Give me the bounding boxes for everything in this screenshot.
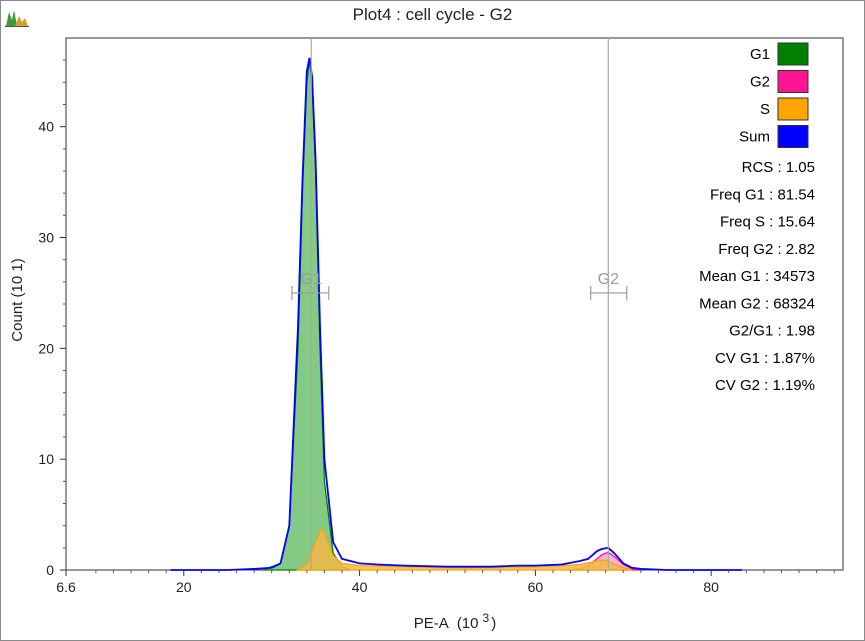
y-tick-label: 0 [46,562,54,578]
series-sum-line [170,57,742,571]
legend-swatch-g1 [777,42,809,66]
stat-line: CV G1 : 1.87% [715,350,815,367]
stats-panel: RCS : 1.05 Freq G1 : 81.54 Freq S : 15.64 F… [699,159,815,394]
chart-title: Plot4 : cell cycle - G2 [352,5,513,24]
legend-swatch-sum [777,125,809,148]
gate-g1-label: G1 [301,271,322,288]
stat-line: Mean G1 : 34573 [699,268,815,285]
series-s-area [295,527,633,571]
gate-g2-label: G2 [598,271,619,288]
axes-group: 6.6 20 40 60 80 0 10 20 30 40 [38,59,835,595]
y-tick-label: 40 [38,119,54,135]
x-tick-label: 80 [703,579,719,595]
x-tick-label: 20 [176,579,192,595]
y-tick-label: 10 [38,451,54,467]
gate-group: G1 G2 [291,38,628,570]
y-tick-label: 20 [38,340,54,356]
x-tick-label: 60 [528,579,544,595]
y-tick-label: 30 [38,230,54,246]
stat-line: CV G2 : 1.19% [715,377,815,394]
y-axis-label: Count (10 1) [9,258,26,341]
legend-label-g2: G2 [750,74,770,91]
stat-line: RCS : 1.05 [742,159,815,176]
x-axis-label: PE-A (10 3) [414,611,496,632]
legend-swatch-g2 [777,70,809,93]
stat-line: Mean G2 : 68324 [699,295,815,312]
legend-label-g1: G1 [750,46,770,63]
histogram-app-icon [5,10,29,27]
legend-label-s: S [760,101,770,118]
legend: G1 G2 S Sum [739,42,809,148]
stat-line: Freq G2 : 2.82 [718,241,815,258]
x-tick-label: 40 [352,579,368,595]
stat-line: G2/G1 : 1.98 [729,323,815,340]
stat-line: Freq S : 15.64 [720,214,815,231]
legend-label-sum: Sum [739,129,770,146]
x-tick-label: 6.6 [56,579,76,595]
stat-line: Freq G1 : 81.54 [710,186,815,203]
legend-swatch-s [777,97,809,121]
